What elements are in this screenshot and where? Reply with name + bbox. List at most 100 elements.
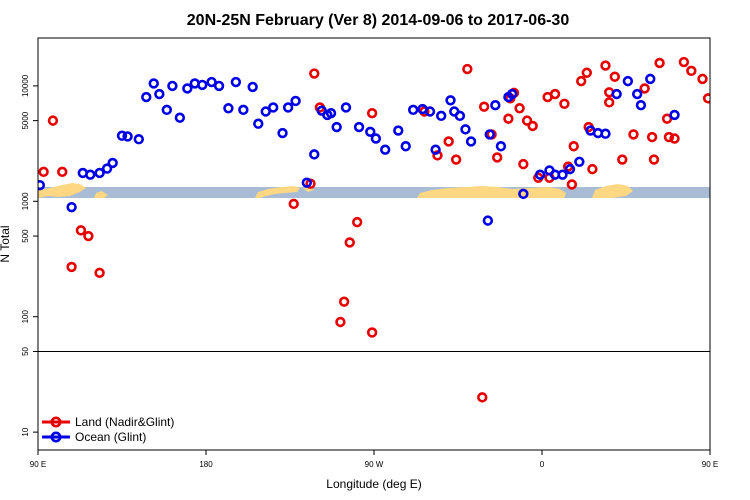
y-tick-label: 100 [21, 309, 30, 323]
y-tick-label: 5000 [21, 111, 30, 129]
y-tick-label: 1000 [21, 192, 30, 210]
ocean-point [122, 131, 133, 142]
ocean-point [309, 149, 320, 160]
land-point [344, 237, 355, 248]
ocean-point [38, 179, 46, 191]
land-point [549, 88, 561, 100]
ocean-point [247, 81, 258, 93]
ocean-point [393, 125, 404, 136]
ocean-point [622, 75, 634, 87]
ocean-point [534, 169, 546, 180]
ocean-point [213, 80, 225, 92]
ocean-point [482, 215, 494, 226]
land-point [366, 107, 378, 119]
ocean-point [141, 91, 152, 103]
land-point [478, 101, 490, 112]
ocean-point [484, 129, 495, 140]
ocean-point [268, 102, 279, 113]
y-axis: 10 50 100 500 1000 5000 10000 [21, 74, 38, 437]
map-band-land-5 [417, 186, 566, 198]
plot-frame [37, 37, 711, 451]
land-point [686, 65, 697, 77]
map-band-land-2 [94, 191, 108, 198]
ocean-point [600, 128, 611, 139]
land-point [639, 83, 650, 94]
land-point [47, 115, 59, 126]
ocean-point [460, 124, 471, 135]
land-point [57, 166, 68, 178]
x-tick-label: 90 W [365, 460, 384, 469]
legend-item-land: Land (Nadir&Glint) [42, 415, 174, 429]
ocean-point [94, 167, 105, 179]
ocean-point [182, 83, 193, 94]
y-tick-label: 10000 [21, 74, 30, 97]
land-point [617, 154, 628, 165]
ocean-point [669, 109, 680, 121]
ocean-point [495, 141, 507, 152]
ocean-point [645, 73, 656, 85]
ocean-point [635, 100, 647, 111]
ocean-point [230, 76, 242, 88]
land-point [352, 216, 363, 228]
ocean-point [436, 110, 447, 122]
x-tick-label: 90 E [702, 460, 718, 469]
map-band-ocean [38, 187, 710, 198]
chart-title: 20N-25N February (Ver 8) 2014-09-06 to 2… [187, 12, 570, 29]
land-point [38, 166, 49, 178]
ocean-point [400, 141, 411, 152]
legend-label-land: Land (Nadir&Glint) [75, 415, 174, 429]
map-band [38, 183, 710, 198]
ocean-point [107, 157, 118, 169]
y-tick-label: 50 [21, 346, 30, 355]
land-point [288, 198, 299, 210]
map-band-land-1 [38, 183, 86, 198]
land-point [338, 296, 350, 307]
x-axis: 90 E 180 90 W 0 90 E [30, 450, 718, 469]
legend: Land (Nadir&Glint) Ocean (Glint) [42, 415, 174, 444]
land-point [646, 131, 658, 143]
ocean-point [430, 144, 441, 155]
ocean-point [277, 127, 288, 139]
land-point [450, 154, 462, 165]
land-point [654, 57, 665, 69]
land-point [75, 225, 87, 236]
land-point [335, 316, 346, 328]
land-point [603, 97, 615, 108]
ocean-point [424, 106, 436, 117]
land-point [366, 327, 378, 338]
land-point [94, 267, 105, 279]
ocean-point [454, 110, 466, 122]
ocean-point [518, 188, 529, 200]
land-point [514, 103, 525, 114]
ocean-point [611, 88, 622, 100]
legend-label-ocean: Ocean (Glint) [75, 430, 146, 444]
land-point [309, 68, 320, 79]
land-point [697, 73, 708, 85]
ocean-point [66, 201, 77, 213]
ocean-point [253, 118, 264, 129]
ocean-point [223, 103, 234, 114]
ocean-point [161, 104, 173, 116]
ocean-point [174, 112, 186, 123]
land-point [575, 75, 587, 87]
land-point [678, 56, 690, 68]
land-point [521, 115, 533, 126]
land-point [663, 131, 675, 143]
ocean-point [154, 88, 165, 100]
land-point [568, 141, 579, 152]
land-point [432, 150, 443, 161]
ocean-point [380, 144, 391, 155]
x-tick-label: 0 [540, 460, 545, 469]
land-point [648, 154, 660, 165]
land-point [628, 129, 639, 140]
ocean-point [506, 88, 518, 100]
ocean-point [331, 121, 342, 133]
land-point [669, 133, 680, 144]
map-band-land-6 [592, 184, 633, 198]
land-point [443, 136, 454, 147]
land-point [477, 392, 488, 403]
ocean-point [260, 106, 271, 117]
land-point [83, 230, 94, 242]
ocean-point [85, 169, 96, 180]
